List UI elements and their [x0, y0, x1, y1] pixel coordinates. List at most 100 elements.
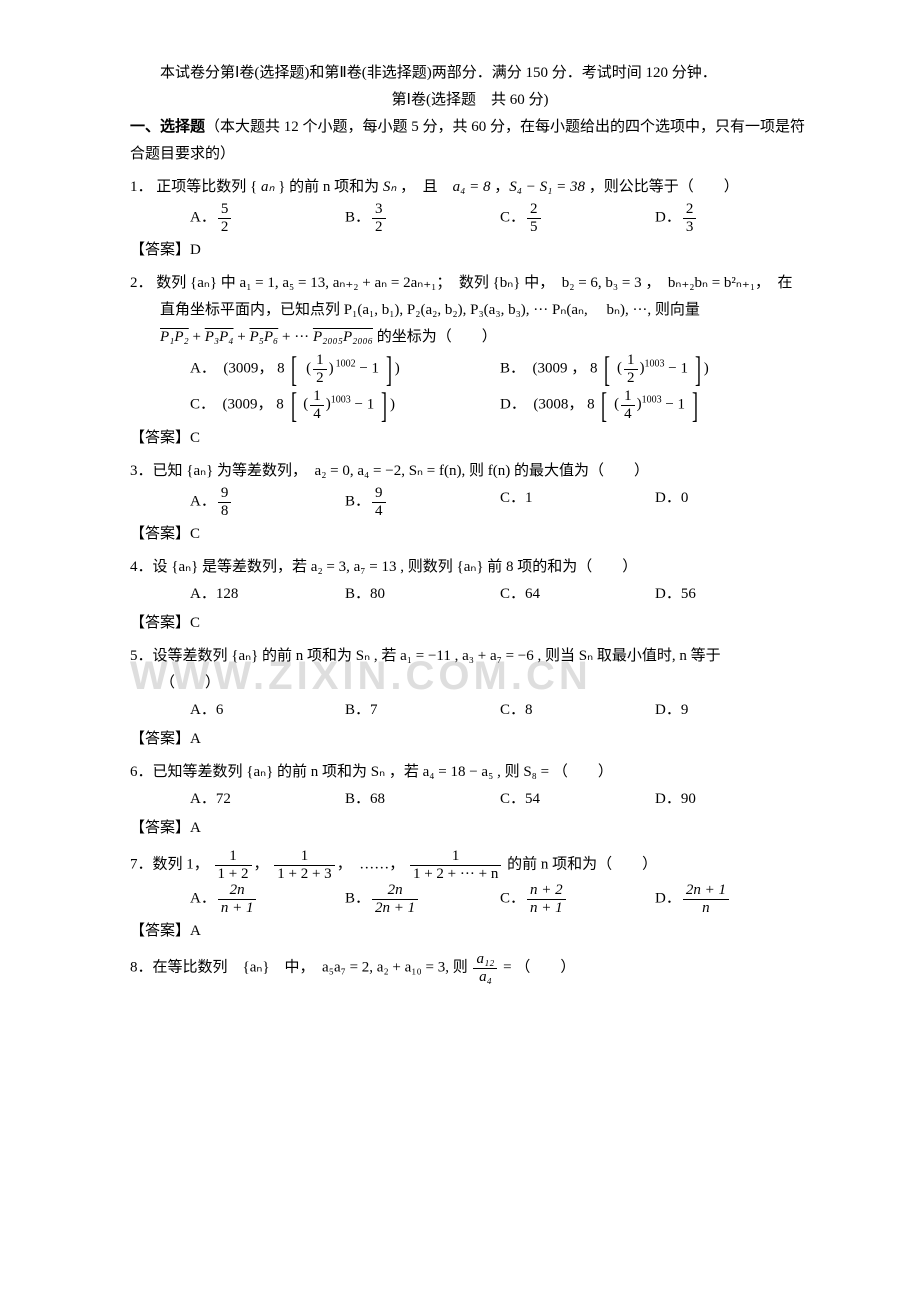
q7s2: ， ……， — [337, 856, 405, 872]
q1-c-den: 5 — [527, 219, 541, 236]
q5-answer: 【答案】A — [130, 726, 810, 753]
bracket-r-icon: ] — [381, 387, 387, 423]
q2-c-lab: C． (3009， — [190, 396, 273, 412]
q4-choice-d: D．56 — [655, 581, 810, 608]
q6-t1: 已知等差数列 {aₙ} 的前 n 项和为 Sₙ ，若 a₄ = 18 − a₅ … — [153, 764, 613, 780]
q2c-t: − 1 — [351, 396, 374, 412]
bracket-r-icon: ] — [386, 351, 392, 387]
q2a-exp: 1002 — [336, 358, 356, 369]
q1-a-den: 2 — [218, 219, 232, 236]
q7ad: n + 1 — [218, 900, 257, 917]
q1-answer: 【答案】D — [130, 237, 810, 264]
question-3: 3．已知 {aₙ} 为等差数列， a₂ = 0, a₄ = −2, Sₙ = f… — [130, 458, 810, 485]
q2-choice-d: D． (3008， 8 [ (14)1003 − 1 ] — [500, 387, 810, 423]
q1-t5: ，则公比等于（ ） — [585, 179, 739, 195]
q7cd: n + 1 — [527, 900, 566, 917]
q7f2d: 1 + 2 + 3 — [274, 866, 334, 883]
q3bd: 4 — [372, 503, 386, 520]
question-8: 8．在等比数列 {aₙ} 中， a₅a₇ = 2, a₂ + a₁₀ = 3, … — [130, 951, 810, 985]
q1-t4: ， — [491, 179, 510, 195]
q5-choice-a: A．6 — [190, 697, 345, 724]
q7f2n: 1 — [274, 848, 334, 866]
q8fd: a₄ — [473, 969, 497, 986]
q7-choice-d: D．2n + 1n — [655, 882, 810, 916]
q8-t1a: 在等比数列 {aₙ} 中， a₅a₇ = 2, a₂ + a₁₀ = 3, 则 — [153, 959, 472, 975]
q1-choice-d: D．23 — [655, 201, 810, 235]
q7dd: n — [683, 900, 729, 917]
question-6: 6．已知等差数列 {aₙ} 的前 n 项和为 Sₙ ，若 a₄ = 18 − a… — [130, 759, 810, 786]
bracket-l-icon: [ — [291, 387, 297, 423]
q2-tail: 的坐标为（ ） — [373, 329, 497, 345]
intro-line1: 本试卷分第Ⅰ卷(选择题)和第Ⅱ卷(非选择题)两部分．满分 150 分．考试时间 … — [130, 60, 810, 87]
bracket-l-icon: [ — [291, 351, 297, 387]
q1-choices: A．52 B．32 C．25 D．23 — [130, 201, 810, 235]
q3ad: 8 — [218, 503, 232, 520]
q2a-t: − 1 — [356, 360, 379, 376]
q7d: D． — [655, 890, 681, 906]
q7b: B． — [345, 890, 370, 906]
question-5: 5．设等差数列 {aₙ} 的前 n 项和为 Sₙ , 若 a₁ = −11 , … — [130, 643, 810, 670]
q1-eq2: S₄ − S₁ = 38 — [509, 179, 585, 195]
q1-c-label: C． — [500, 209, 525, 225]
section1-desc: （本大题共 12 个小题，每小题 5 分，共 60 分，在每小题给出的四个选项中… — [130, 119, 805, 162]
q2d-exp: 1003 — [642, 394, 662, 405]
q3-choice-d: D．0 — [655, 485, 810, 519]
q2d-bd: 4 — [621, 406, 635, 423]
question-2: 2． 数列 {aₙ} 中 a₁ = 1, a₅ = 13, aₙ₊₂ + aₙ … — [130, 270, 810, 297]
q2b-bd: 2 — [624, 370, 638, 387]
q2c-bd: 4 — [310, 406, 324, 423]
q2-p2: + — [234, 329, 250, 345]
q2-a-lab: A． (3009， — [190, 360, 273, 376]
q1-t3: ， 且 — [396, 179, 452, 195]
q7-t1a: 数列 1， — [153, 856, 209, 872]
q5-label: 5． — [130, 648, 153, 664]
q1-choice-b: B．32 — [345, 201, 500, 235]
q1-d-num: 2 — [683, 201, 697, 219]
question-7: 7．数列 1， 11 + 2， 11 + 2 + 3， ……， 11 + 2 +… — [130, 848, 810, 882]
q1-a-label: A． — [190, 209, 216, 225]
q2a-bn: 1 — [313, 352, 327, 370]
question-1: 1． 正项等比数列 { aₙ } 的前 n 项和为 Sₙ ， 且 a₄ = 8 … — [130, 174, 810, 201]
q2-v3: P₅P₆ — [249, 329, 278, 345]
q7bn: 2n — [372, 882, 418, 900]
q7-choice-c: C．n + 2n + 1 — [500, 882, 655, 916]
q2c-cl: ) — [390, 396, 395, 412]
q4-choice-b: B．80 — [345, 581, 500, 608]
q2-p1: + — [189, 329, 205, 345]
q2-label: 2． — [130, 275, 153, 291]
q2b-bn: 1 — [624, 352, 638, 370]
q6-answer: 【答案】A — [130, 815, 810, 842]
q2d-bn: 1 — [621, 388, 635, 406]
q2-line2: 直角坐标平面内，已知点列 P₁(a₁, b₁), P₂(a₂, b₂), P₃(… — [130, 297, 810, 324]
q4-choice-c: C．64 — [500, 581, 655, 608]
q1-a-num: 5 — [218, 201, 232, 219]
q2-b-lab: B． (3009 ， — [500, 360, 586, 376]
q1-d-label: D． — [655, 209, 681, 225]
q2b-t: − 1 — [665, 360, 688, 376]
q1-choice-a: A．52 — [190, 201, 345, 235]
q5-t1: 设等差数列 {aₙ} 的前 n 项和为 Sₙ , 若 a₁ = −11 , a₃… — [153, 648, 721, 664]
q7f1d: 1 + 2 — [215, 866, 252, 883]
q4-choice-a: A．128 — [190, 581, 345, 608]
q2-line3: P₁P₂ + P₃P₄ + P₅P₆ + ··· P₂₀₀₅P₂₀₀₆ 的坐标为… — [130, 324, 810, 351]
q7f1n: 1 — [215, 848, 252, 866]
q2-b-8: 8 — [590, 360, 598, 376]
q3-t1: 已知 {aₙ} 为等差数列， a₂ = 0, a₄ = −2, Sₙ = f(n… — [153, 463, 649, 479]
q8-t1b: = （ ） — [503, 959, 575, 975]
q2-answer: 【答案】C — [130, 425, 810, 452]
q3bn: 9 — [372, 485, 386, 503]
q7-choice-b: B．2n2n + 1 — [345, 882, 500, 916]
q2d-t: − 1 — [662, 396, 685, 412]
q1-eq1: a₄ = 8 — [453, 179, 491, 195]
q7-answer: 【答案】A — [130, 918, 810, 945]
q3-choice-c: C．1 — [500, 485, 655, 519]
q2-d-lab: D． (3008， — [500, 396, 583, 412]
q1-b-num: 3 — [372, 201, 386, 219]
q7-choices: A．2nn + 1 B．2n2n + 1 C．n + 2n + 1 D．2n +… — [130, 882, 810, 916]
q8-label: 8． — [130, 959, 153, 975]
q1-t1: 正项等比数列 { — [156, 179, 261, 195]
q6-choice-c: C．54 — [500, 786, 655, 813]
q7-label: 7． — [130, 856, 153, 872]
q1-b-den: 2 — [372, 219, 386, 236]
q3-choices: A．98 B．94 C．1 D．0 — [130, 485, 810, 519]
